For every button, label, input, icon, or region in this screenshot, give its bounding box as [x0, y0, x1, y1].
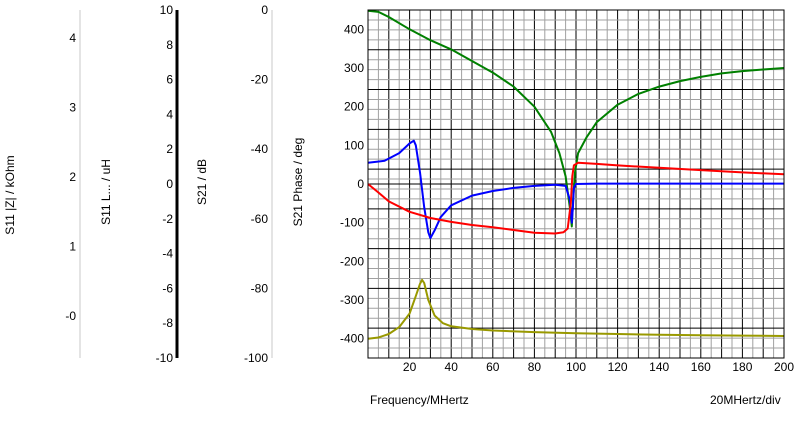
- x-tick-label: 80: [528, 360, 542, 374]
- series-layer: [367, 9, 785, 340]
- axis-title: S21 Phase / deg: [291, 138, 305, 227]
- y-tick-label: 0: [261, 3, 268, 17]
- y-tick-label: -20: [251, 73, 269, 87]
- y-tick-label: 2: [69, 170, 76, 184]
- y-tick-label: 4: [69, 31, 76, 45]
- axis-s21db: 0 -20 -40 -60 -80 -100 S21 / dB: [195, 3, 273, 365]
- y-tick-label: -40: [251, 142, 269, 156]
- axis-ind: 10 8 6 4 2 0 -2 -4 -6 -8 -10 S11 L... / uH: [99, 3, 179, 365]
- axis-phase: 400 300 200 100 0 -100 -200 -300 -400 S21 Phase /…: [291, 22, 364, 345]
- x-scale-note: 20MHertz/div: [710, 393, 781, 407]
- grid-layer: 20 40 60 80 100 120 140 160 180 200: [368, 10, 794, 374]
- y-tick-label: 3: [69, 100, 76, 114]
- plot-frame: [367, 9, 785, 359]
- frame-layer: [367, 9, 785, 359]
- y-tick-label: -200: [340, 254, 364, 268]
- x-tick-label: 200: [774, 360, 794, 374]
- axis-title: S11 L... / uH: [99, 159, 113, 225]
- x-tick-label: 140: [649, 360, 669, 374]
- y-tick-label: -300: [340, 293, 364, 307]
- y-tick-label: -60: [251, 212, 269, 226]
- y-tick-label: 1: [69, 240, 76, 254]
- x-tick-label: 40: [445, 360, 459, 374]
- y-tick-label: 10: [160, 3, 174, 17]
- y-tick-label: 6: [166, 73, 173, 87]
- series-line-blue: [367, 139, 784, 240]
- x-tick-label: 20: [403, 360, 417, 374]
- y-tick-label: 200: [344, 100, 364, 114]
- y-tick-label: -400: [340, 332, 364, 346]
- y-tick-label: 0: [357, 177, 364, 191]
- y-tick-label: 0: [166, 177, 173, 191]
- y-tick-label: -2: [162, 212, 173, 226]
- y-tick-label: 100: [344, 138, 364, 152]
- y-tick-label: 300: [344, 61, 364, 75]
- axis-zmag: 4 3 2 1 -0 S11 |Z| / kOhm: [3, 10, 81, 358]
- x-tick-label: 160: [691, 360, 711, 374]
- x-tick-label: 180: [732, 360, 752, 374]
- y-tick-label: -6: [162, 281, 173, 295]
- series-line-olive: [367, 278, 785, 340]
- y-tick-label: 400: [344, 22, 364, 36]
- axis-title: S11 |Z| / kOhm: [3, 155, 17, 234]
- series-line-green: [367, 9, 785, 228]
- y-tick-label: -80: [251, 281, 269, 295]
- y-tick-label: -10: [156, 351, 174, 365]
- y-tick-label: -100: [340, 216, 364, 230]
- y-tick-label: -100: [244, 351, 268, 365]
- y-tick-label: 4: [166, 107, 173, 121]
- y-tick-label: 8: [166, 38, 173, 52]
- y-tick-label: -4: [162, 247, 173, 261]
- axes-layer: 4 3 2 1 -0 S11 |Z| / kOhm 10 8 6 4 2 0 -2 -4 -6 -8 -10 S1…: [3, 3, 364, 365]
- y-tick-label: 2: [166, 142, 173, 156]
- x-axis-label: Frequency/MHertz: [370, 393, 469, 407]
- y-tick-label: -0: [65, 309, 76, 323]
- x-tick-label: 120: [608, 360, 628, 374]
- x-tick-label: 100: [566, 360, 586, 374]
- x-tick-label: 60: [486, 360, 500, 374]
- y-tick-label: -8: [162, 316, 173, 330]
- series-line-red: [367, 161, 785, 235]
- axis-title: S21 / dB: [195, 159, 209, 205]
